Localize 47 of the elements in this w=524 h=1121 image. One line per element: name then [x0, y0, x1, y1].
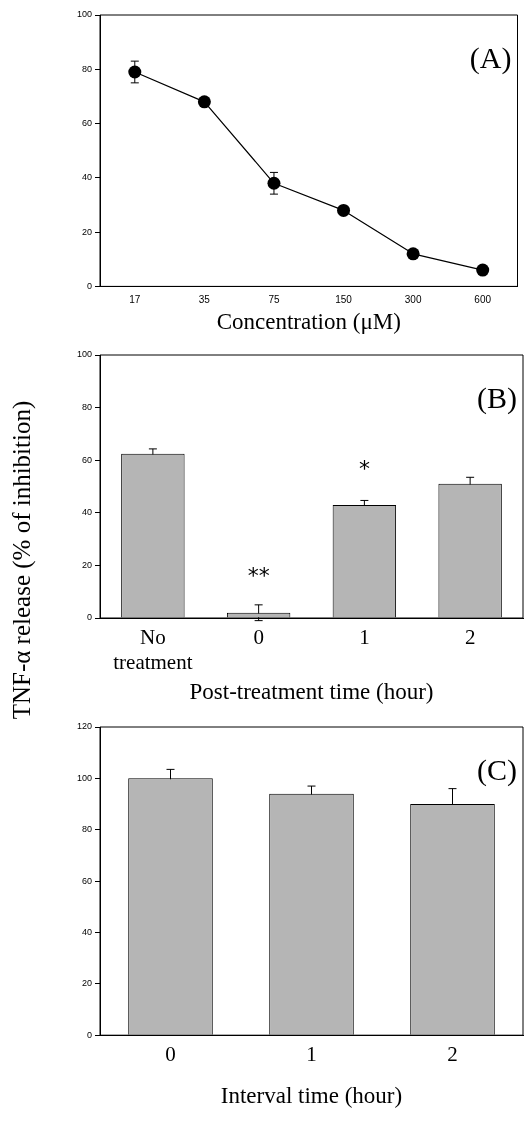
y-tick-label: 0: [86, 612, 92, 623]
y-tick-label: 100: [76, 349, 92, 360]
x-axis-title: Concentration (μM): [216, 309, 401, 335]
annotation: (B): [477, 380, 517, 415]
y-tick-label: 60: [81, 875, 92, 886]
x-tick-label: 35: [198, 294, 211, 306]
x-tick-label: 2: [447, 1042, 458, 1067]
y-tick-label: 60: [81, 454, 92, 465]
annotation: (C): [477, 752, 517, 787]
annotation: (A): [469, 40, 512, 75]
x-axis-title: Post-treatment time (hour): [189, 679, 434, 705]
point: [337, 203, 351, 217]
y-tick-label: 20: [81, 978, 92, 989]
point: [267, 176, 281, 190]
annotation: *: [358, 455, 370, 481]
x-axis-title: Interval time (hour): [220, 1083, 403, 1109]
x-tick-label: 300: [404, 294, 422, 306]
point: [406, 247, 420, 261]
y-tick-label: 100: [76, 9, 92, 20]
y-tick-label: 0: [86, 280, 92, 291]
y-tick-label: 100: [76, 772, 92, 783]
x-tick-label: 600: [474, 294, 492, 306]
x-tick-label: No treatment: [113, 625, 193, 675]
y-tick-label: 40: [81, 172, 92, 183]
x-tick-label: 75: [268, 294, 280, 306]
y-axis-title: TNF-α release (% of inhibition): [7, 400, 36, 720]
x-tick-label: 1: [306, 1042, 317, 1067]
y-tick-label: 60: [81, 118, 92, 129]
x-tick-label: 0: [165, 1042, 176, 1067]
x-tick-label: 1: [359, 625, 370, 650]
point: [197, 95, 211, 109]
x-tick-label: 0: [253, 625, 264, 650]
y-tick-label: 80: [81, 63, 92, 74]
y-tick-label: 120: [76, 721, 92, 732]
point: [128, 65, 142, 79]
y-tick-label: 20: [81, 559, 92, 570]
x-tick-label: 2: [464, 625, 476, 650]
y-tick-label: 40: [81, 507, 92, 518]
x-tick-label: 17: [129, 294, 141, 306]
annotation: **: [247, 563, 270, 589]
y-tick-label: 80: [81, 824, 92, 835]
y-tick-label: 0: [86, 1029, 92, 1040]
y-tick-label: 20: [81, 226, 92, 237]
y-tick-label: 80: [81, 402, 92, 413]
point: [476, 263, 490, 277]
y-tick-label: 40: [81, 926, 92, 937]
x-tick-label: 150: [335, 294, 353, 306]
